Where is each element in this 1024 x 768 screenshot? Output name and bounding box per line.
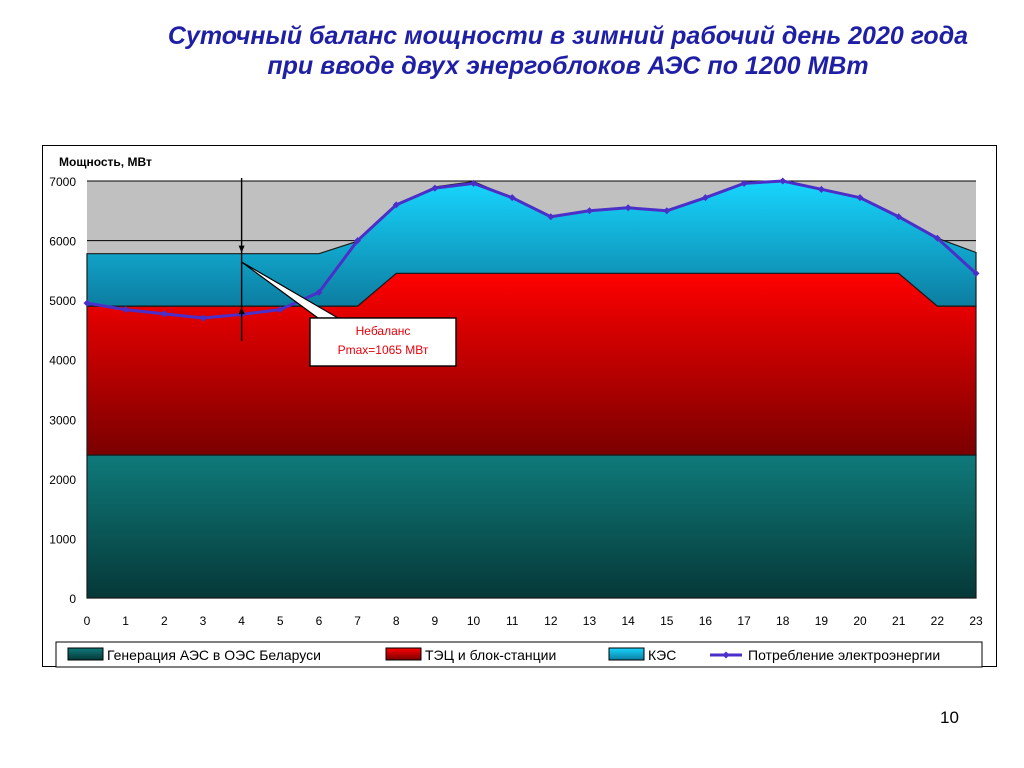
arrow-down-icon (238, 245, 245, 253)
legend-swatch (385, 647, 422, 661)
y-tick-label: 2000 (49, 473, 76, 487)
chart-title-line2: при вводе двух энергоблоков АЭС по 1200 … (267, 52, 869, 80)
legend-label: Потребление электроэнергии (748, 647, 940, 663)
consumption-point (933, 234, 941, 242)
x-tick-label: 4 (238, 614, 245, 628)
y-tick-label: 4000 (49, 354, 76, 368)
legend-label: КЭС (648, 647, 676, 663)
consumption-point (315, 288, 323, 296)
x-tick-label: 18 (776, 614, 790, 628)
y-axis-title: Мощность, МВт (59, 155, 152, 169)
consumption-point (354, 237, 362, 245)
x-tick-label: 9 (432, 614, 439, 628)
consumption-point (624, 204, 632, 212)
consumption-point (470, 179, 478, 187)
consumption-point (122, 306, 130, 314)
x-tick-label: 1 (122, 614, 129, 628)
legend-marker (722, 651, 730, 659)
consumption-point (547, 213, 555, 221)
callout-box (309, 317, 457, 367)
y-tick-label: 7000 (49, 175, 76, 189)
x-tick-label: 13 (583, 614, 597, 628)
slide-number: 10 (940, 708, 959, 727)
consumption-point (199, 314, 207, 322)
x-tick-label: 16 (699, 614, 713, 628)
x-tick-label: 15 (660, 614, 674, 628)
x-tick-label: 21 (892, 614, 906, 628)
consumption-point (276, 306, 284, 314)
arrow-up-icon (238, 307, 245, 315)
consumption-point (508, 194, 516, 202)
x-tick-label: 12 (544, 614, 558, 628)
chart-title-line1: Суточный баланс мощности в зимний рабочи… (167, 22, 969, 50)
consumption-point (856, 194, 864, 202)
x-tick-label: 10 (467, 614, 481, 628)
consumption-point (160, 310, 168, 318)
legend-swatch (608, 647, 645, 661)
y-tick-label: 5000 (49, 294, 76, 308)
x-tick-label: 5 (277, 614, 284, 628)
x-tick-label: 3 (200, 614, 207, 628)
x-tick-label: 0 (84, 614, 91, 628)
y-tick-label: 0 (69, 592, 76, 606)
consumption-point (701, 194, 709, 202)
x-tick-label: 17 (737, 614, 751, 628)
legend-swatch (67, 647, 104, 661)
x-tick-label: 8 (393, 614, 400, 628)
x-tick-label: 20 (853, 614, 867, 628)
consumption-point (779, 177, 787, 185)
consumption-point (431, 184, 439, 192)
y-tick-label: 1000 (49, 532, 76, 546)
callout-text-title: Небаланс (356, 324, 411, 338)
x-tick-label: 2 (161, 614, 168, 628)
legend-label: ТЭЦ и блок-станции (425, 647, 556, 663)
area-series-1 (86, 454, 977, 599)
consumption-point (392, 201, 400, 209)
consumption-point (740, 179, 748, 187)
consumption-point (972, 269, 980, 277)
x-tick-label: 6 (316, 614, 323, 628)
x-tick-label: 11 (506, 614, 519, 628)
x-tick-label: 23 (969, 614, 983, 628)
legend (55, 641, 983, 668)
consumption-point (895, 213, 903, 221)
x-tick-label: 19 (815, 614, 829, 628)
x-tick-label: 22 (931, 614, 945, 628)
consumption-line (86, 179, 978, 320)
consumption-point (817, 185, 825, 193)
y-tick-label: 3000 (49, 413, 76, 427)
consumption-point (585, 207, 593, 215)
x-tick-label: 14 (621, 614, 635, 628)
legend-label: Генерация АЭС в ОЭС Беларуси (107, 647, 321, 663)
consumption-point (663, 207, 671, 215)
x-tick-label: 7 (354, 614, 361, 628)
consumption-point (83, 299, 91, 307)
y-tick-label: 6000 (49, 235, 76, 249)
callout-text-value: Pmax=1065 МВт (338, 343, 429, 357)
